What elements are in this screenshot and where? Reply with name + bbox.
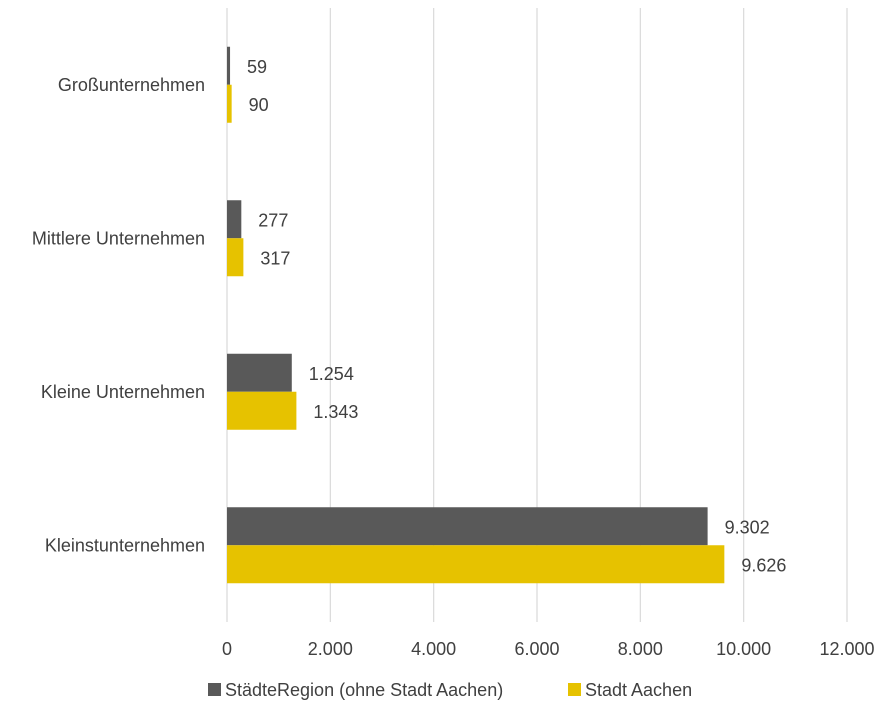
bar-stadt-aachen — [227, 84, 232, 123]
legend-swatch — [208, 683, 221, 696]
bar-staedteregion — [227, 507, 708, 546]
x-tick-label: 12.000 — [819, 639, 874, 659]
bar-stadt-aachen — [227, 545, 725, 584]
data-label: 1.343 — [313, 402, 358, 422]
data-label: 277 — [258, 210, 288, 230]
x-tick-label: 8.000 — [618, 639, 663, 659]
x-tick-label: 10.000 — [716, 639, 771, 659]
bar-stadt-aachen — [227, 238, 244, 277]
data-label: 90 — [249, 95, 269, 115]
data-label: 317 — [260, 248, 290, 268]
bar-staedteregion — [227, 353, 292, 392]
x-tick-label: 2.000 — [308, 639, 353, 659]
category-label: Mittlere Unternehmen — [32, 228, 205, 248]
bar-staedteregion — [227, 46, 231, 85]
data-label: 9.302 — [725, 517, 770, 537]
data-label: 59 — [247, 57, 267, 77]
category-label: Großunternehmen — [58, 75, 205, 95]
x-tick-label: 6.000 — [514, 639, 559, 659]
bar-stadt-aachen — [227, 391, 297, 430]
category-label: Kleine Unternehmen — [41, 382, 205, 402]
category-label: Kleinstunternehmen — [45, 535, 205, 555]
data-label: 1.254 — [309, 364, 354, 384]
legend-label: StädteRegion (ohne Stadt Aachen) — [225, 680, 503, 700]
bar-staedteregion — [227, 200, 242, 239]
legend-swatch — [568, 683, 581, 696]
legend-label: Stadt Aachen — [585, 680, 692, 700]
x-tick-label: 0 — [222, 639, 232, 659]
data-label: 9.626 — [741, 555, 786, 575]
x-tick-label: 4.000 — [411, 639, 456, 659]
